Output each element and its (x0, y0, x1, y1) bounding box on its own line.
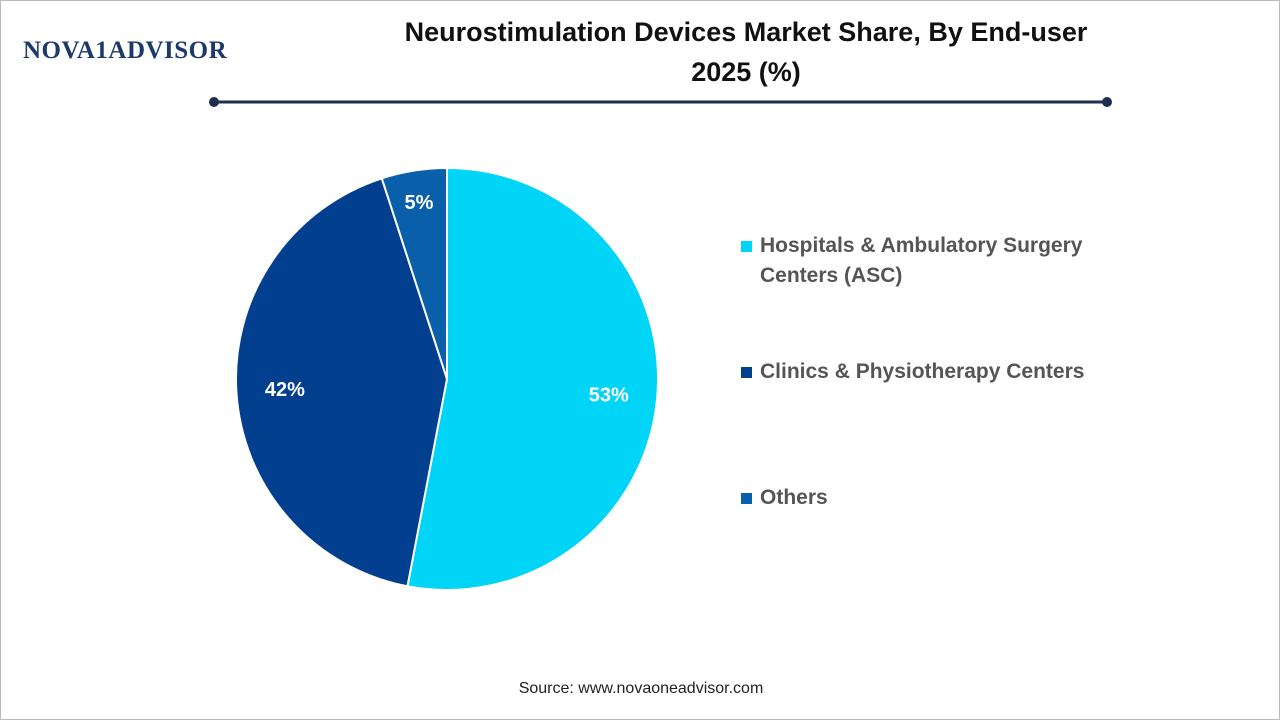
pie-slice (380, 166, 448, 380)
legend-label: Hospitals & Ambulatory Surgery Centers (… (760, 234, 1083, 287)
data-label: 5% (404, 192, 433, 214)
legend-item: Hospitals & Ambulatory Surgery Centers (… (741, 231, 1150, 291)
pie-slice (235, 177, 449, 588)
pie-slice (406, 166, 659, 591)
legend-item: Others (741, 483, 1150, 513)
legend-label: Clinics & Physiotherapy Centers (760, 360, 1085, 383)
source-note: Source: www.novaoneadvisor.com (518, 680, 764, 697)
brand-logo: NOVA1ADVISOR (23, 37, 228, 64)
divider-dot (1102, 97, 1112, 107)
legend-swatch (741, 493, 752, 504)
data-label: 53% (589, 384, 629, 406)
legend-swatch (741, 367, 752, 378)
legend-swatch (741, 241, 752, 252)
chart-title: Neurostimulation Devices Market Share, B… (404, 17, 1088, 47)
chart-subtitle: 2025 (%) (691, 57, 801, 87)
legend-label: Others (760, 486, 828, 509)
data-label: 42% (265, 379, 305, 401)
legend-item: Clinics & Physiotherapy Centers (741, 357, 1150, 387)
divider-dot (209, 97, 219, 107)
